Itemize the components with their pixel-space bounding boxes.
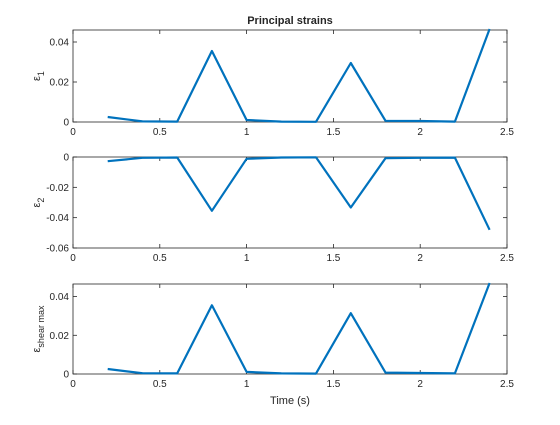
series-line-3 [107, 282, 491, 375]
x-tick-label: 1.5 [326, 253, 340, 264]
y-axis-label: ε2 [31, 198, 46, 208]
x-tick-label: 2 [417, 127, 423, 138]
x-tick-label: 2.5 [500, 379, 514, 390]
x-tick-label: 2 [417, 253, 423, 264]
x-axis-label: Time (s) [270, 395, 310, 407]
x-tick-label: 2 [417, 379, 423, 390]
y-tick-label: 0 [63, 370, 69, 381]
x-tick-label: 1 [244, 127, 250, 138]
y-tick-label: 0.02 [50, 331, 70, 342]
y-tick-label: -0.02 [46, 183, 69, 194]
x-tick-label: 1.5 [326, 127, 340, 138]
x-tick-label: 1 [244, 253, 250, 264]
y-tick-label: 0.04 [50, 38, 70, 49]
x-tick-label: 0 [70, 127, 76, 138]
subplot-3: 0 0.5 1 1.5 2 2.5 0 0.02 0.04 εshear max Time (s) [31, 282, 514, 407]
x-tick-label: 2.5 [500, 127, 514, 138]
axes-box [72, 283, 508, 375]
series-line-1 [107, 28, 491, 123]
x-tick-label: 0.5 [153, 379, 167, 390]
y-tick-label: 0 [63, 153, 69, 164]
y-axis-label-subscript: shear max [36, 305, 46, 348]
y-axis-label-symbol: ε [31, 76, 43, 81]
x-tick-label: 0 [70, 253, 76, 264]
axes-box [72, 29, 508, 123]
x-tick-label: 0.5 [153, 127, 167, 138]
x-tick-label: 0 [70, 379, 76, 390]
y-axis-label: εshear max [31, 305, 46, 352]
y-tick-label: 0.04 [50, 292, 70, 303]
x-tick-label: 2.5 [500, 253, 514, 264]
y-tick-label: 0.02 [50, 78, 70, 89]
x-tick-label: 1 [244, 379, 250, 390]
y-axis-label-subscript: 1 [36, 71, 46, 76]
y-axis-label-symbol: ε [31, 347, 43, 352]
x-tick-label: 0.5 [153, 253, 167, 264]
y-tick-label: 0 [63, 118, 69, 129]
y-axis-label-subscript: 2 [36, 198, 46, 203]
series-line-2 [107, 156, 491, 231]
y-tick-label: -0.04 [46, 213, 69, 224]
y-axis-label-symbol: ε [31, 202, 43, 207]
axes-box [72, 156, 508, 249]
y-tick-label: -0.06 [46, 244, 69, 255]
x-tick-label: 1.5 [326, 379, 340, 390]
y-axis-label: ε1 [31, 71, 46, 81]
chart-title: Principal strains [247, 15, 333, 27]
